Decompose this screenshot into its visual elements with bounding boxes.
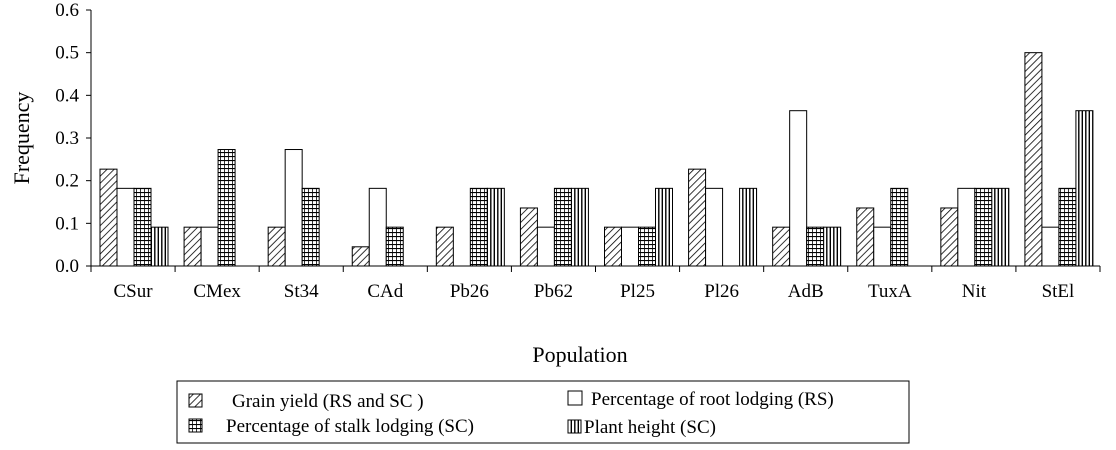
bar-pb26-percentage-of-stalk-lodging-sc xyxy=(469,187,488,267)
y-tick-label: 0.6 xyxy=(55,0,79,21)
legend-item-plant-height: Plant height (SC) xyxy=(567,417,716,438)
bar-pl25-grain-yield-rs-and-sc xyxy=(604,226,622,267)
legend-swatch-root-lodging xyxy=(567,390,583,406)
bar-cad-percentage-of-root-lodging-rs xyxy=(368,187,387,267)
y-tick-label: 0.4 xyxy=(55,85,79,106)
bar-pb62-grain-yield-rs-and-sc xyxy=(519,207,538,267)
x-tick-label: Pb62 xyxy=(534,281,573,302)
bar-cmex-percentage-of-root-lodging-rs xyxy=(200,226,219,267)
legend-label-root-lodging: Percentage of root lodging (RS) xyxy=(591,389,834,410)
bar-pl26-grain-yield-rs-and-sc xyxy=(688,168,707,267)
x-tick-label: AdB xyxy=(788,281,824,302)
bar-pb62-plant-height-sc xyxy=(570,187,589,267)
y-axis: 0.0 0.1 0.2 0.3 0.4 0.5 0.6 xyxy=(55,0,92,277)
legend-swatch-stalk-lodging xyxy=(188,418,203,433)
bar-pl26-percentage-of-root-lodging-rs xyxy=(705,187,724,267)
bar-csur-plant-height-sc xyxy=(150,226,169,267)
bar-tuxa-grain-yield-rs-and-sc xyxy=(856,207,875,267)
bar-adb-plant-height-sc xyxy=(823,226,842,267)
bar-cad-percentage-of-stalk-lodging-sc xyxy=(385,226,404,267)
x-tick-label: St34 xyxy=(284,281,319,302)
bar-csur-percentage-of-stalk-lodging-sc xyxy=(133,187,152,267)
legend-item-stalk-lodging: Percentage of stalk lodging (SC) xyxy=(188,416,474,437)
bar-nit-plant-height-sc xyxy=(991,187,1010,267)
x-axis: CSur CMex St34 CAd Pb26 Pb62 Pl25 Pl26 AdB TuxA Ni… xyxy=(90,265,1101,302)
bar-pl26-plant-height-sc xyxy=(739,187,758,267)
bar-pb26-plant-height-sc xyxy=(486,187,505,267)
legend-swatch-plant-height xyxy=(567,419,582,434)
bar-nit-percentage-of-root-lodging-rs xyxy=(957,187,976,267)
x-tick-label: StEl xyxy=(1042,281,1075,302)
bar-cmex-grain-yield-rs-and-sc xyxy=(183,226,202,267)
y-tick-label: 0.3 xyxy=(55,128,79,149)
y-tick-label: 0.0 xyxy=(55,256,79,277)
x-tick-label: CSur xyxy=(114,281,154,302)
bar-adb-percentage-of-root-lodging-rs xyxy=(789,110,808,267)
bar-adb-grain-yield-rs-and-sc xyxy=(772,226,791,267)
bar-nit-percentage-of-stalk-lodging-sc xyxy=(974,187,993,267)
legend-label-grain-yield: Grain yield (RS and SC ) xyxy=(232,391,424,412)
bar-adb-percentage-of-stalk-lodging-sc xyxy=(806,226,825,267)
bar-stel-grain-yield-rs-and-sc xyxy=(1024,52,1043,267)
x-axis-title: Population xyxy=(532,342,627,367)
bar-pb26-grain-yield-rs-and-sc xyxy=(435,226,454,267)
bar-nit-grain-yield-rs-and-sc xyxy=(940,207,959,267)
legend: Grain yield (RS and SC ) Percentage of r… xyxy=(176,380,910,444)
bar-stel-percentage-of-root-lodging-rs xyxy=(1041,226,1060,267)
x-tick-label: Pl26 xyxy=(704,281,739,302)
bar-tuxa-percentage-of-stalk-lodging-sc xyxy=(890,187,909,267)
x-tick-label: CMex xyxy=(193,281,241,302)
x-tick-label: Pl25 xyxy=(620,281,655,302)
bar-st34-grain-yield-rs-and-sc xyxy=(267,226,286,267)
bar-csur-grain-yield-rs-and-sc xyxy=(99,168,118,267)
bar-pb62-percentage-of-stalk-lodging-sc xyxy=(553,187,572,267)
legend-swatch-grain-yield xyxy=(188,393,203,408)
bar-csur-percentage-of-root-lodging-rs xyxy=(116,187,135,267)
bar-cad-grain-yield-rs-and-sc xyxy=(351,246,370,267)
bar-pb62-percentage-of-root-lodging-rs xyxy=(536,226,555,267)
legend-box xyxy=(176,380,910,444)
bar-pl25-percentage-of-stalk-lodging-sc xyxy=(638,226,656,267)
legend-item-grain-yield: Grain yield (RS and SC ) xyxy=(188,391,424,412)
bars xyxy=(99,52,1094,267)
bar-stel-plant-height-sc xyxy=(1075,110,1094,267)
legend-label-plant-height: Plant height (SC) xyxy=(584,417,716,438)
bar-st34-percentage-of-stalk-lodging-sc xyxy=(301,187,320,267)
bar-pl25-plant-height-sc xyxy=(655,187,673,267)
y-tick-label: 0.5 xyxy=(55,43,79,64)
y-axis-title: Frequency xyxy=(9,92,34,185)
x-tick-label: Pb26 xyxy=(450,281,489,302)
legend-label-stalk-lodging: Percentage of stalk lodging (SC) xyxy=(226,416,474,437)
x-tick-label: CAd xyxy=(367,281,403,302)
legend-item-root-lodging: Percentage of root lodging (RS) xyxy=(567,389,834,410)
bar-tuxa-percentage-of-root-lodging-rs xyxy=(873,226,892,267)
x-tick-label: TuxA xyxy=(868,281,912,302)
bar-pl25-percentage-of-root-lodging-rs xyxy=(621,226,639,267)
y-tick-label: 0.1 xyxy=(55,213,79,234)
bar-st34-percentage-of-root-lodging-rs xyxy=(284,149,303,267)
bar-stel-percentage-of-stalk-lodging-sc xyxy=(1058,187,1077,267)
x-tick-label: Nit xyxy=(962,281,987,302)
y-tick-label: 0.2 xyxy=(55,171,79,192)
bar-cmex-percentage-of-stalk-lodging-sc xyxy=(217,149,236,267)
